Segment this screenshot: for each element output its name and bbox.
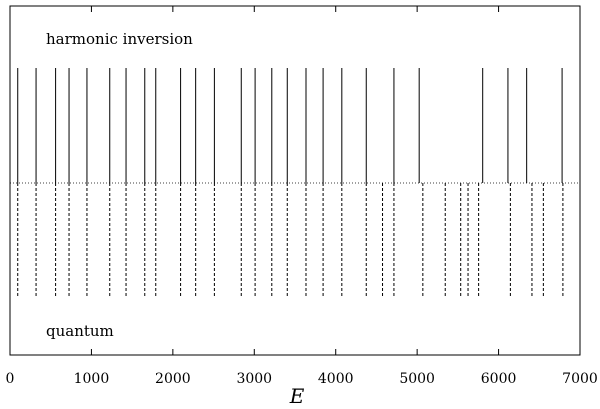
x-tick-label: 6000 <box>481 371 517 387</box>
x-tick-label: 1000 <box>74 371 110 387</box>
x-tick-label: 3000 <box>236 371 272 387</box>
x-tick-label: 4000 <box>318 371 354 387</box>
x-tick-label: 5000 <box>399 371 435 387</box>
lower-annotation: quantum <box>46 322 114 340</box>
x-tick-label: 2000 <box>155 371 191 387</box>
x-axis-ticks: 0 1000 2000 3000 4000 5000 6000 7000 <box>6 6 598 387</box>
plot-frame <box>9 5 581 356</box>
x-tick-label: 7000 <box>562 371 598 387</box>
x-tick-label: 0 <box>6 371 15 387</box>
harmonic-inversion-lines <box>17 68 563 183</box>
x-axis-label: E <box>289 384 305 408</box>
quantum-lines <box>17 183 564 298</box>
upper-annotation: harmonic inversion <box>46 30 193 48</box>
